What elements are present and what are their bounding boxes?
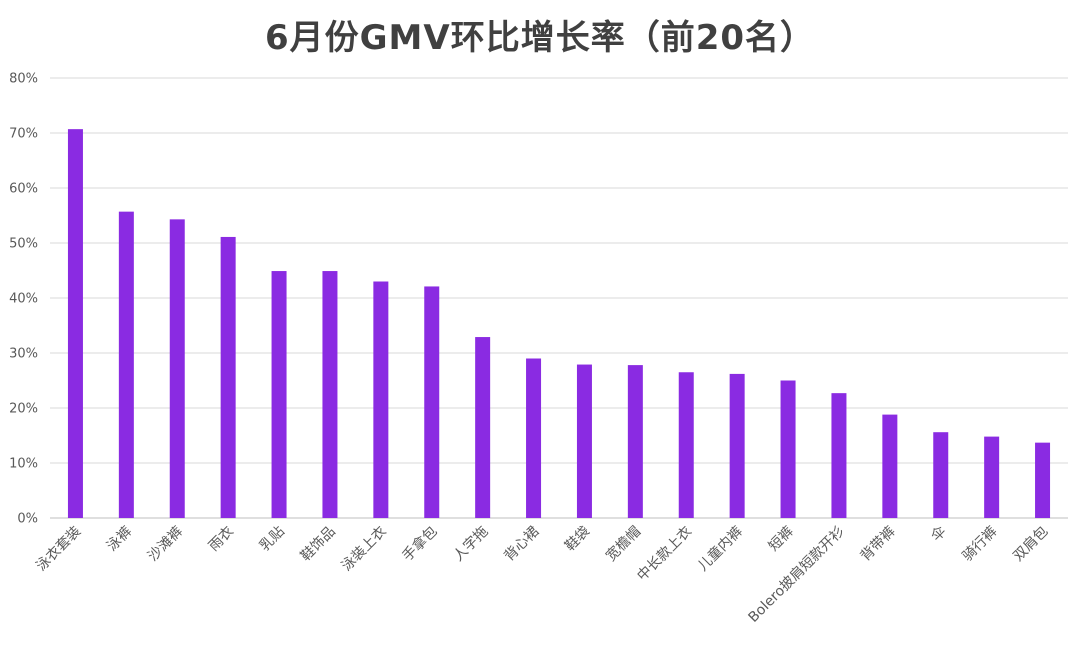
bar	[373, 281, 389, 518]
bar	[882, 414, 898, 518]
x-tick-label: 双肩包	[1010, 524, 1051, 565]
x-tick-label: 乳贴	[257, 524, 288, 555]
bar	[627, 365, 643, 518]
y-tick-label: 40%	[9, 292, 38, 307]
x-tick-label: 儿童内裤	[694, 523, 746, 575]
bar	[322, 271, 338, 518]
y-tick-label: 70%	[9, 127, 38, 142]
bar	[984, 436, 1000, 518]
x-tick-label: 泳裤	[104, 524, 135, 555]
bar	[1035, 442, 1051, 518]
x-tick-label: 骑行裤	[959, 524, 1000, 565]
bar	[780, 380, 796, 518]
y-tick-label: 50%	[9, 237, 38, 252]
y-tick-label: 0%	[17, 512, 38, 527]
bar	[526, 358, 542, 518]
x-tick-label: 中长款上衣	[634, 524, 695, 585]
x-tick-label: 泳衣套装	[33, 524, 84, 575]
bar	[831, 393, 847, 518]
x-tick-label: 短裤	[766, 524, 797, 555]
y-tick-label: 80%	[9, 72, 38, 87]
x-tick-label: 背带裤	[858, 524, 899, 565]
bar	[220, 236, 236, 518]
bar	[118, 211, 134, 518]
x-tick-label: 人字拖	[450, 524, 491, 565]
bar	[424, 286, 440, 518]
x-tick-label: 伞	[928, 523, 950, 545]
x-tick-label: 宽檐帽	[602, 523, 644, 565]
bar	[169, 219, 185, 518]
x-tick-label: 沙滩裤	[145, 524, 186, 565]
y-tick-label: 20%	[9, 402, 38, 417]
bar	[67, 129, 83, 518]
bar	[678, 372, 694, 518]
bar	[475, 337, 491, 518]
bar	[933, 432, 949, 518]
x-tick-label: Bolero披肩短款开衫	[745, 524, 847, 626]
y-tick-label: 10%	[9, 457, 38, 472]
bar	[729, 373, 745, 518]
x-tick-label: 鞋袋	[562, 524, 593, 555]
bar	[576, 364, 592, 518]
bar	[271, 271, 287, 518]
x-tick-label: 鞋饰品	[298, 524, 339, 565]
chart-title: 6月份GMV环比增长率（前20名）	[264, 18, 816, 58]
x-tick-label: 背心裙	[501, 524, 542, 565]
y-tick-label: 60%	[9, 182, 38, 197]
x-tick-label: 雨衣	[206, 524, 237, 555]
x-tick-label: 泳装上衣	[339, 524, 390, 575]
y-tick-label: 30%	[9, 347, 38, 362]
x-tick-label: 手拿包	[399, 523, 441, 565]
